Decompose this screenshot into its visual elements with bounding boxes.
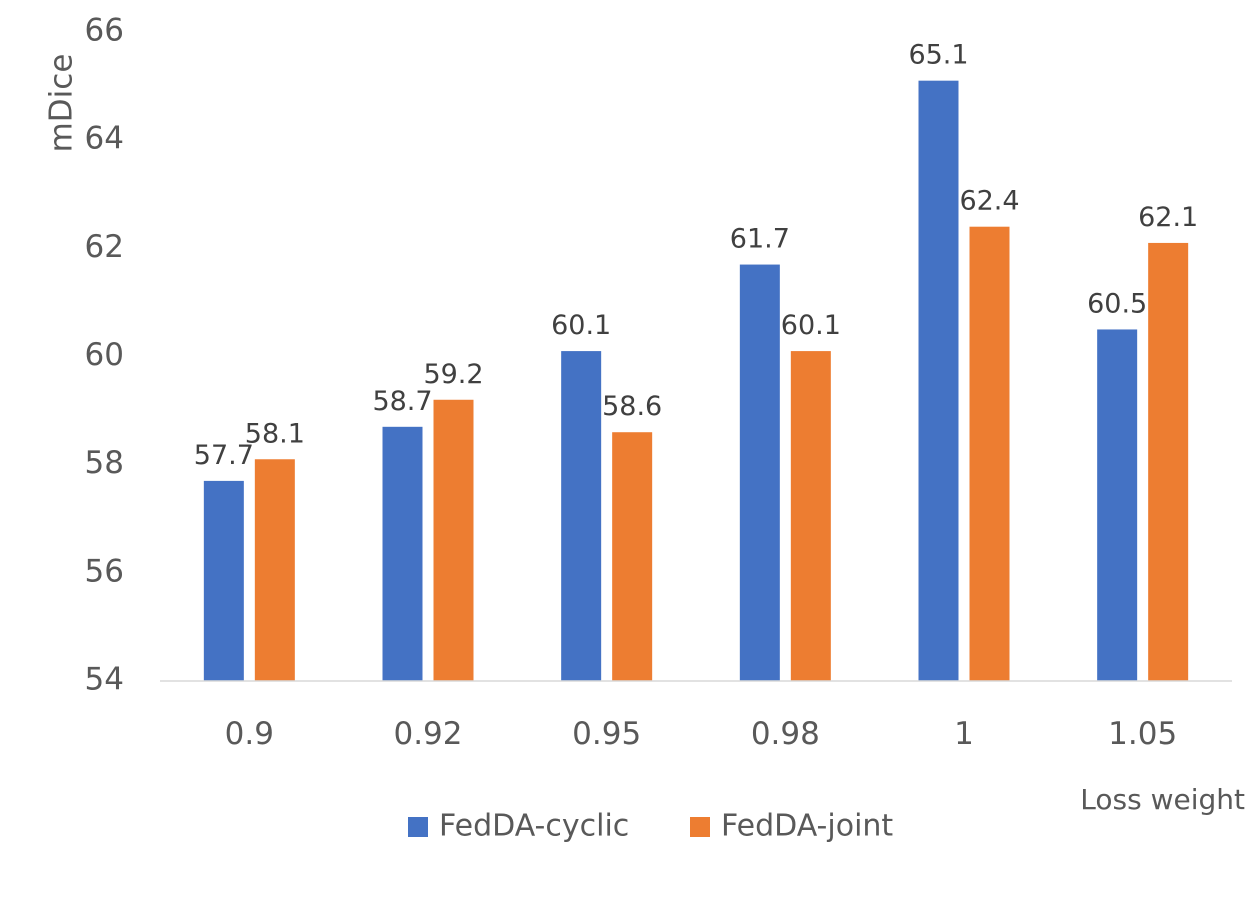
bar-fedda-joint-0.98 bbox=[790, 351, 831, 681]
y-tick-label: 66 bbox=[85, 13, 124, 49]
bar-fedda-cyclic-0.95 bbox=[561, 351, 602, 681]
data-label: 58.6 bbox=[602, 391, 662, 422]
y-axis-title: mDice bbox=[44, 54, 80, 153]
bar-fedda-joint-0.95 bbox=[612, 432, 653, 681]
y-tick-label: 60 bbox=[85, 337, 124, 373]
y-tick-label: 64 bbox=[85, 121, 124, 157]
x-axis-ticks: 0.9 0.92 0.95 0.98 1 1.05 bbox=[225, 716, 1178, 752]
data-label: 65.1 bbox=[908, 40, 968, 71]
x-tick-label: 1.05 bbox=[1108, 716, 1177, 752]
x-tick-label: 0.98 bbox=[751, 716, 820, 752]
bar-fedda-cyclic-1.05 bbox=[1097, 329, 1138, 681]
legend-label: FedDA-joint bbox=[721, 809, 893, 844]
bar-fedda-cyclic-1 bbox=[918, 80, 959, 682]
legend: FedDA-cyclic FedDA-joint bbox=[408, 809, 893, 844]
bars: 57.758.1 58.759.2 60.1 58.6 61.7 60.1 65.1 62.4… bbox=[194, 40, 1198, 682]
x-tick-label: 0.9 bbox=[225, 716, 274, 752]
legend-swatch bbox=[690, 817, 710, 837]
data-label: 62.1 bbox=[1138, 202, 1198, 233]
bar-fedda-cyclic-0.9 bbox=[203, 480, 244, 681]
y-tick-label: 62 bbox=[85, 229, 124, 265]
data-label: 62.4 bbox=[959, 186, 1019, 217]
x-tick-label: 0.95 bbox=[572, 716, 641, 752]
data-label: 61.7 bbox=[730, 224, 790, 255]
x-axis-title: Loss weight bbox=[1080, 783, 1245, 816]
legend-label: FedDA-cyclic bbox=[439, 809, 629, 844]
bar-fedda-joint-1.05 bbox=[1148, 242, 1189, 682]
legend-swatch bbox=[408, 817, 428, 837]
bar-fedda-joint-0.92 bbox=[433, 399, 474, 681]
bar-fedda-cyclic-0.92 bbox=[382, 426, 423, 681]
data-label: 57.7 bbox=[194, 440, 254, 471]
bar-fedda-cyclic-0.98 bbox=[739, 264, 780, 681]
y-tick-label: 58 bbox=[85, 445, 124, 481]
data-label: 58.7 bbox=[372, 386, 432, 417]
data-label: 60.1 bbox=[551, 310, 611, 341]
x-tick-label: 0.92 bbox=[393, 716, 462, 752]
x-tick-label: 1 bbox=[954, 716, 974, 752]
y-tick-label: 54 bbox=[85, 662, 124, 698]
y-tick-label: 56 bbox=[85, 553, 124, 589]
data-label: 59.2 bbox=[423, 359, 483, 390]
y-axis-ticks: 54 56 58 60 62 64 66 bbox=[85, 13, 124, 698]
bar-fedda-joint-1 bbox=[969, 226, 1010, 681]
data-label: 60.1 bbox=[781, 310, 841, 341]
data-label: 60.5 bbox=[1087, 288, 1147, 319]
data-label: 58.1 bbox=[245, 418, 305, 449]
bar-fedda-joint-0.9 bbox=[254, 459, 295, 681]
